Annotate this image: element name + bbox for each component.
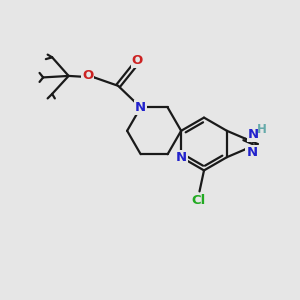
- Text: O: O: [82, 69, 93, 82]
- Text: N: N: [246, 146, 258, 159]
- Text: H: H: [257, 123, 267, 136]
- Text: N: N: [248, 128, 260, 141]
- Text: N: N: [176, 151, 187, 164]
- Text: Cl: Cl: [191, 194, 205, 208]
- Text: O: O: [132, 54, 143, 68]
- Text: N: N: [135, 101, 146, 114]
